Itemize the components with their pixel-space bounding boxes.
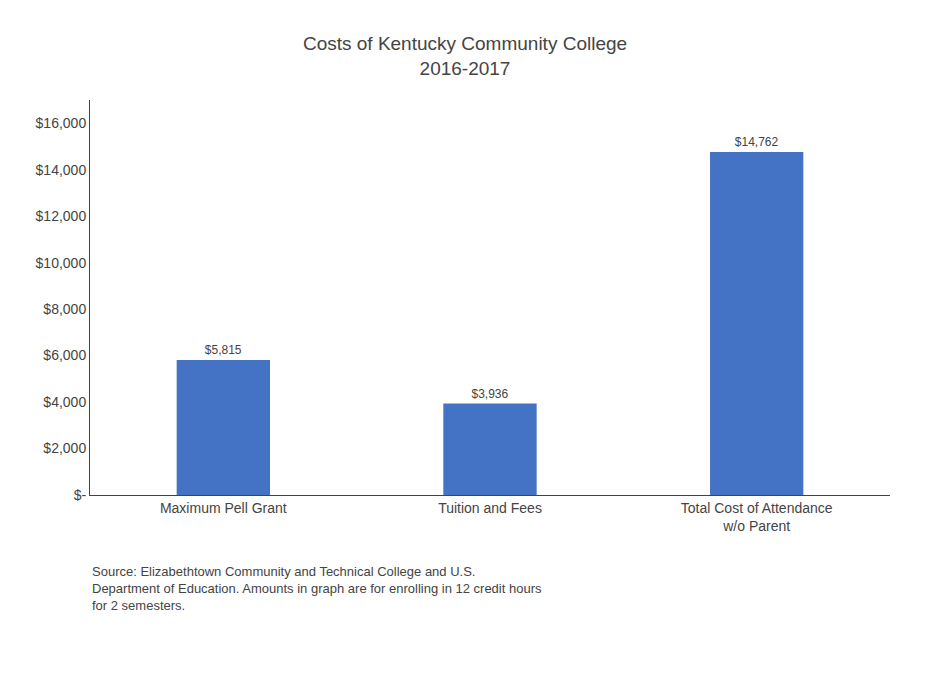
svg-text:$6,000: $6,000 bbox=[43, 347, 86, 363]
svg-text:Maximum Pell Grant: Maximum Pell Grant bbox=[160, 500, 287, 516]
svg-text:$8,000: $8,000 bbox=[43, 301, 86, 317]
svg-text:Total Cost of Attendancew/o Pa: Total Cost of Attendancew/o Parent bbox=[681, 500, 833, 534]
svg-text:$16,000: $16,000 bbox=[36, 115, 87, 131]
svg-text:$10,000: $10,000 bbox=[36, 255, 87, 271]
svg-text:$-: $- bbox=[74, 487, 87, 503]
svg-text:$3,936: $3,936 bbox=[471, 387, 508, 401]
svg-text:$5,815: $5,815 bbox=[205, 343, 242, 357]
svg-text:Source: Elizabethtown Communit: Source: Elizabethtown Community and Tech… bbox=[92, 564, 542, 613]
svg-text:$14,000: $14,000 bbox=[36, 162, 87, 178]
svg-text:$12,000: $12,000 bbox=[36, 208, 87, 224]
svg-text:Tuition and Fees: Tuition and Fees bbox=[438, 500, 542, 516]
svg-text:$2,000: $2,000 bbox=[43, 440, 86, 456]
svg-text:$4,000: $4,000 bbox=[43, 394, 86, 410]
svg-text:Costs of Kentucky Community Co: Costs of Kentucky Community College2016-… bbox=[303, 33, 627, 79]
svg-text:$14,762: $14,762 bbox=[735, 135, 779, 149]
